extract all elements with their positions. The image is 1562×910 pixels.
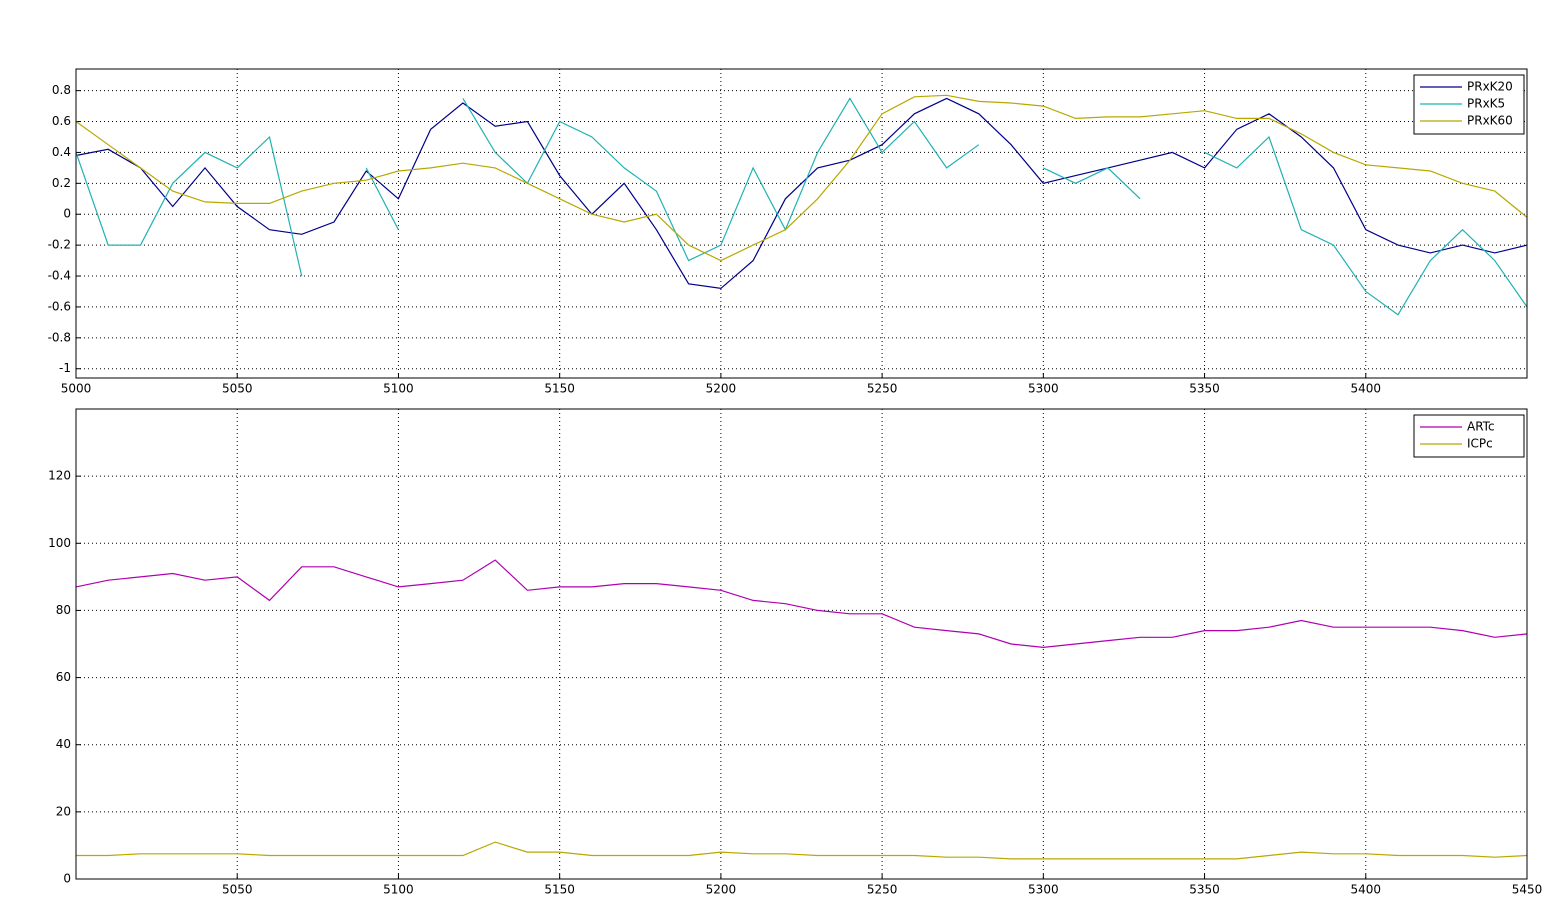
legend-label: ICPc [1467, 437, 1493, 451]
legend-box [1413, 414, 1525, 458]
x-tick-label: 5300 [1028, 382, 1059, 396]
x-tick-label: 5000 [61, 382, 92, 396]
y-tick-label: 0.6 [52, 114, 71, 128]
y-tick-label: -0.6 [48, 299, 71, 313]
series-line [76, 841, 1528, 860]
series-line [75, 559, 1528, 649]
x-tick-label: 5350 [1189, 382, 1220, 396]
y-tick-label: 100 [48, 536, 71, 550]
axes-box [75, 68, 1528, 379]
x-tick-label: 5100 [383, 382, 414, 396]
y-tick-label: 120 [48, 469, 71, 483]
y-tick-label: 0 [63, 207, 71, 221]
y-tick-label: -1 [59, 361, 71, 375]
x-tick-label: 5100 [383, 883, 414, 897]
y-tick-label: 40 [56, 737, 71, 751]
axes-background [76, 69, 1527, 378]
x-tick-label: 5150 [544, 883, 575, 897]
y-tick-label: 0.4 [52, 145, 71, 159]
series-line [75, 94, 1528, 262]
x-tick-label: 5400 [1351, 883, 1382, 897]
y-tick-label: 20 [56, 804, 71, 818]
y-tick-label: -0.4 [48, 269, 71, 283]
x-tick-label: 5050 [222, 883, 253, 897]
x-tick-label: 5350 [1189, 883, 1220, 897]
x-tick-label: 5200 [706, 883, 737, 897]
legend-label: PRxK60 [1467, 114, 1513, 128]
x-tick-label: 5050 [222, 382, 253, 396]
series-line [75, 97, 1528, 290]
x-tick-label: 5450 [1512, 883, 1543, 897]
y-tick-label: -0.8 [48, 330, 71, 344]
legend-label: ARTc [1467, 420, 1495, 434]
legend-label: PRxK20 [1467, 80, 1513, 94]
x-tick-label: 5150 [544, 382, 575, 396]
x-tick-label: 5200 [706, 382, 737, 396]
y-tick-label: 0.8 [52, 83, 71, 97]
series-line [75, 97, 1528, 316]
y-tick-label: -0.2 [48, 238, 71, 252]
y-tick-label: 60 [56, 670, 71, 684]
y-tick-label: 0 [63, 872, 71, 886]
y-tick-label: 80 [56, 603, 71, 617]
legend-label: PRxK5 [1467, 97, 1505, 111]
x-tick-label: 5250 [867, 883, 898, 897]
x-tick-label: 5400 [1351, 382, 1382, 396]
x-tick-label: 5250 [867, 382, 898, 396]
axes-background [76, 409, 1527, 879]
axes-box [75, 408, 1528, 880]
y-tick-label: 0.2 [52, 176, 71, 190]
x-tick-label: 5300 [1028, 883, 1059, 897]
